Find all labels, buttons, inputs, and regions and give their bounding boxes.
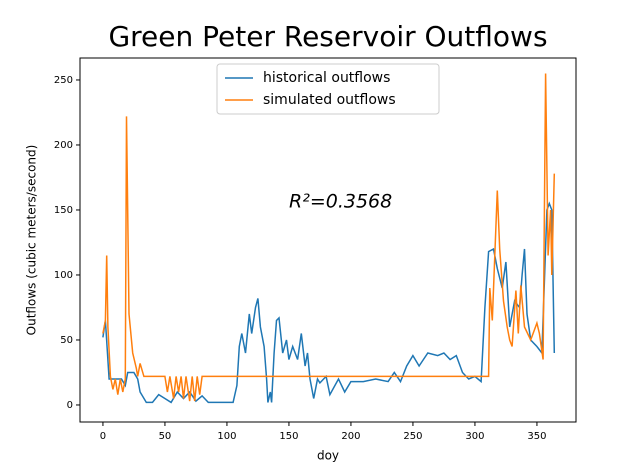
x-tick-label: 50 — [159, 431, 172, 442]
line-series — [102, 73, 556, 402]
annotation: R²=0.3568 — [289, 191, 392, 213]
y-tick-label: 250 — [54, 75, 73, 86]
y-axis-label: Outflows (cubic meters/second) — [25, 145, 39, 336]
legend-box — [216, 63, 440, 115]
x-tick-label: 0 — [100, 431, 106, 442]
x-tick-label: 300 — [465, 431, 484, 442]
chart-title: Green Peter Reservoir Outflows — [108, 20, 547, 53]
legend-label: simulated outflows — [263, 92, 396, 108]
plot-frame — [79, 57, 577, 423]
y-tick-label: 200 — [54, 140, 73, 151]
y-tick-label: 50 — [60, 335, 73, 346]
x-tick-label: 200 — [341, 431, 360, 442]
x-tick-label: 350 — [527, 431, 546, 442]
y-tick-label: 150 — [54, 205, 73, 216]
x-axis-label: doy — [317, 449, 339, 463]
y-tick-label: 0 — [67, 400, 73, 411]
legend-label: historical outflows — [263, 70, 390, 86]
x-tick-label: 250 — [403, 431, 422, 442]
x-tick-label: 100 — [217, 431, 236, 442]
y-tick-label: 100 — [54, 270, 73, 281]
x-tick-label: 150 — [279, 431, 298, 442]
line-series — [102, 201, 556, 404]
